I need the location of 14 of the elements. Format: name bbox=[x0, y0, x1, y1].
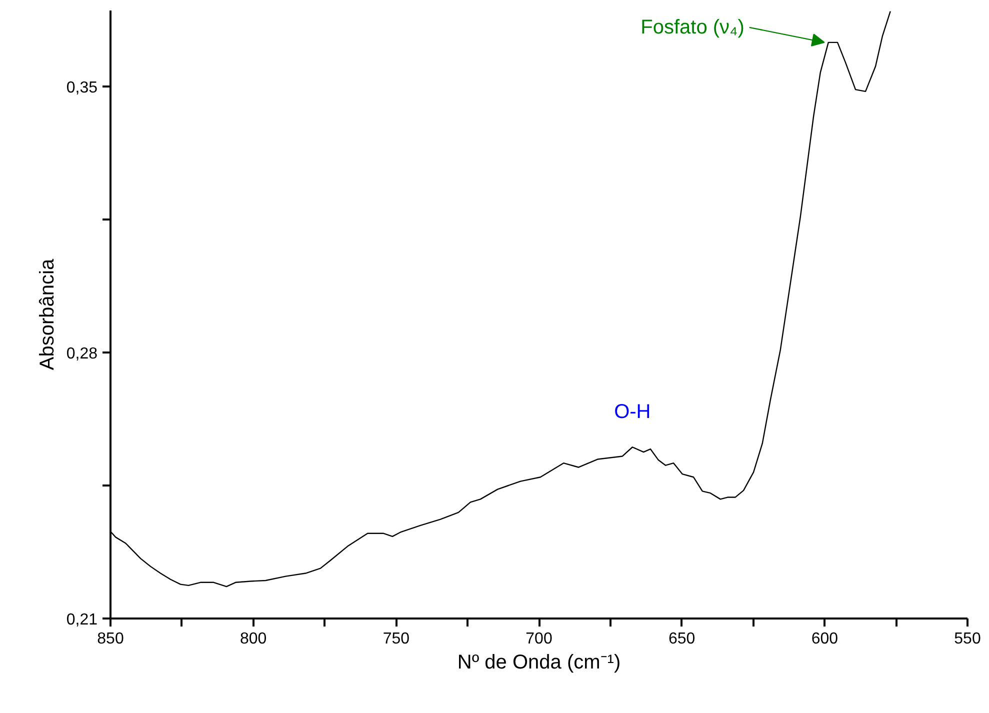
annotation: O-H bbox=[614, 401, 651, 424]
x-axis-title: Nº de Onda (cm⁻¹) bbox=[457, 652, 621, 674]
y-tick-label: 0,21 bbox=[66, 612, 98, 628]
x-tick-label: 650 bbox=[668, 630, 696, 648]
y-tick-label: 0,35 bbox=[66, 80, 98, 96]
y-axis-title: Absorbância bbox=[36, 258, 58, 370]
x-tick-label: 700 bbox=[526, 630, 552, 648]
x-tick-label: 600 bbox=[811, 630, 838, 648]
x-tick-label: 850 bbox=[97, 630, 124, 648]
x-tick-label: 800 bbox=[240, 630, 267, 648]
y-tick-label: 0,28 bbox=[66, 346, 98, 362]
x-tick-label: 550 bbox=[954, 630, 981, 648]
annotation: Fosfato (ν₄) bbox=[640, 16, 744, 38]
x-tick-label: 750 bbox=[382, 630, 410, 648]
